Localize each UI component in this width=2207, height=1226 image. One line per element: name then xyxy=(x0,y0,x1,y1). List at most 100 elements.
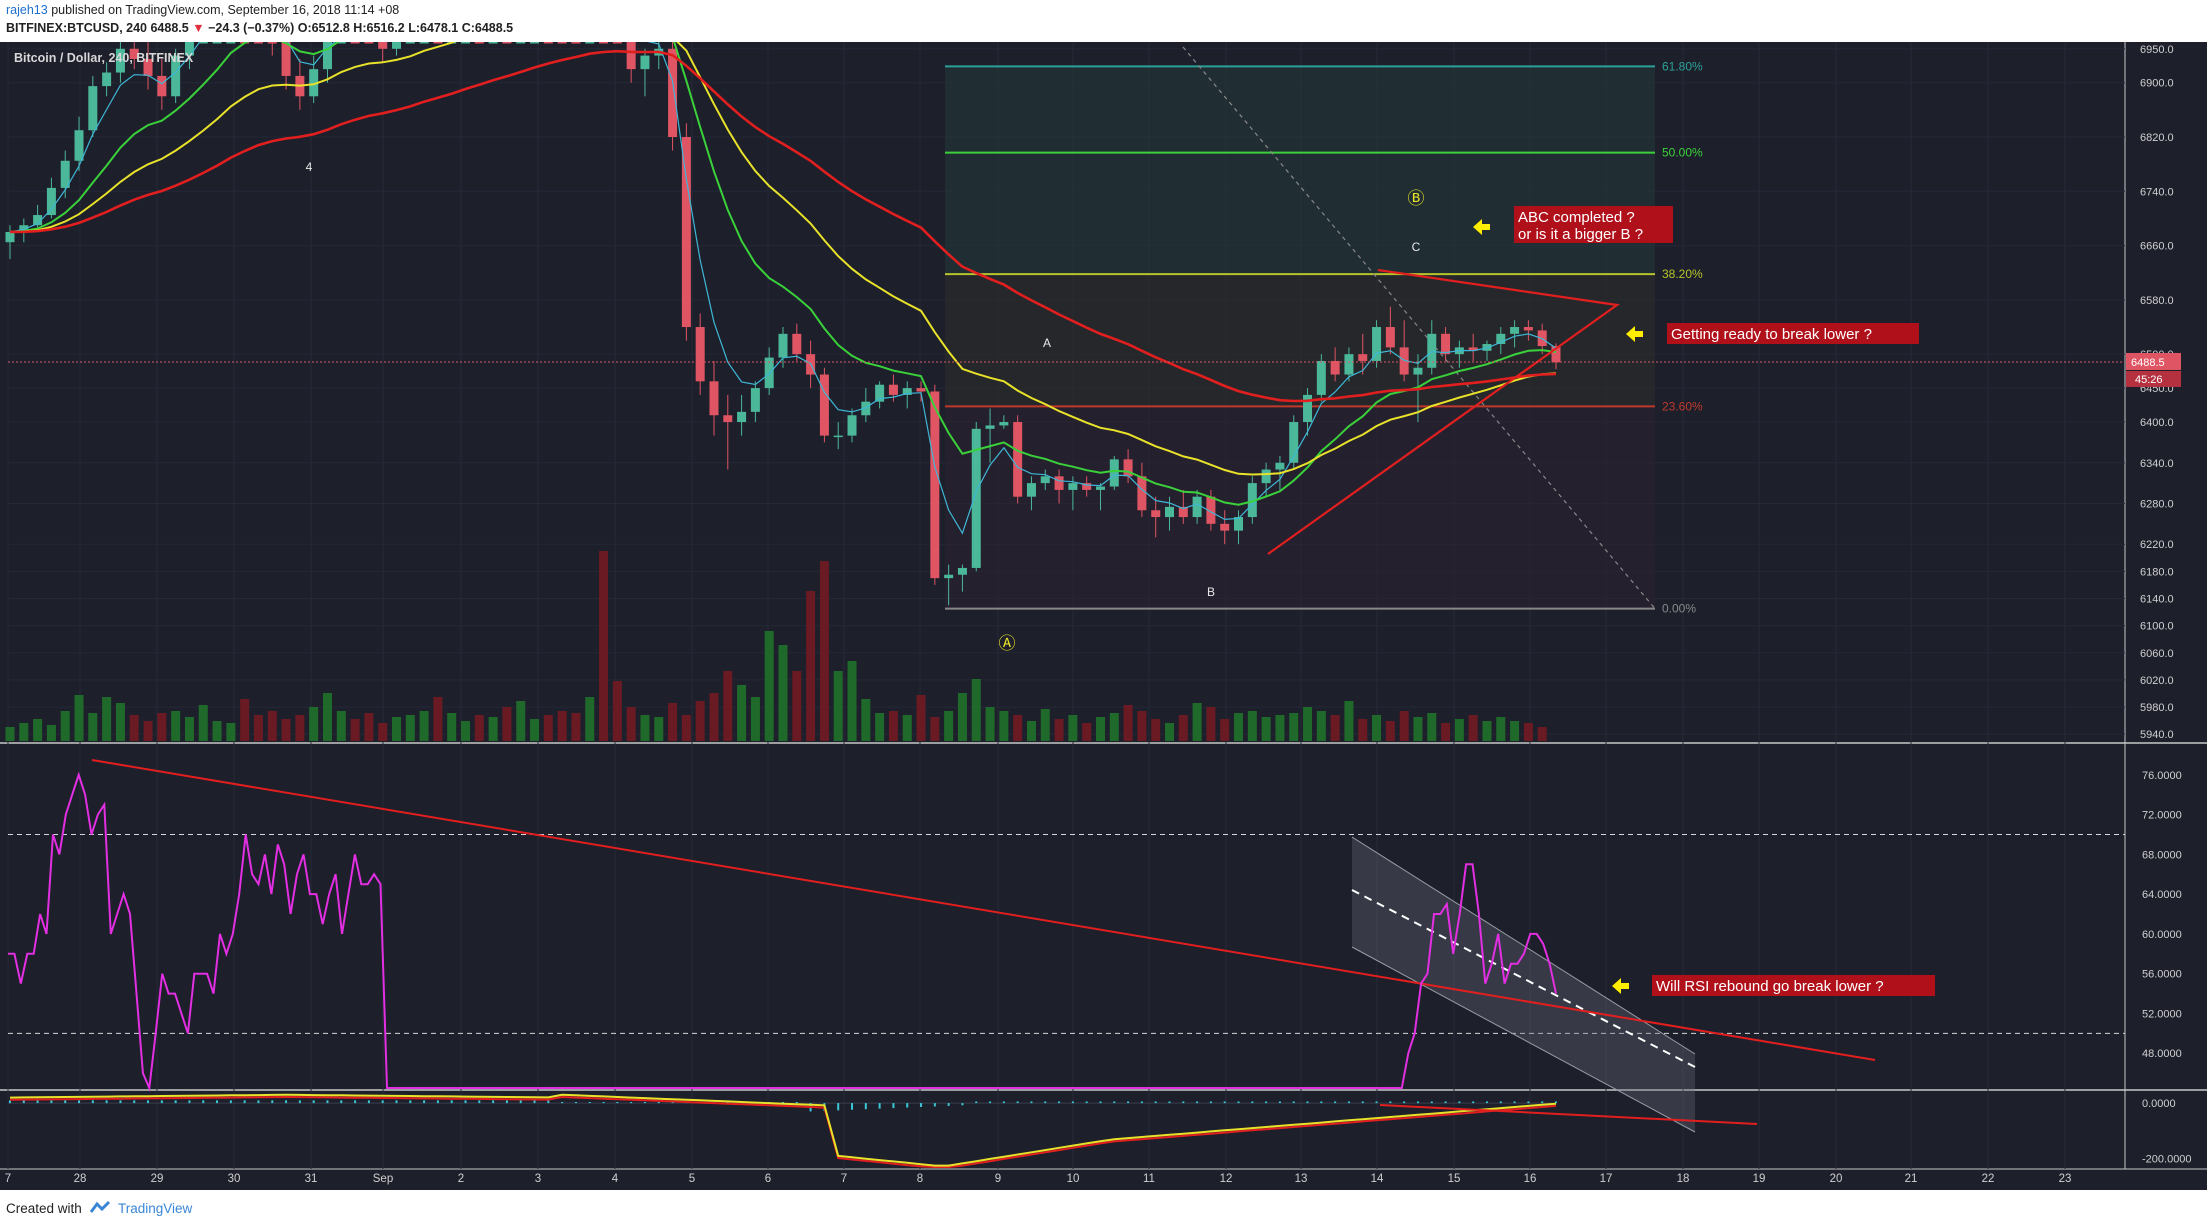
author-link[interactable]: rajeh13 xyxy=(6,3,48,17)
rsi-tick-label: 72.0000 xyxy=(2142,810,2182,822)
wave-circle-label: Ⓑ xyxy=(1408,189,1425,208)
time-tick-label: 15 xyxy=(1448,1173,1461,1185)
rsi-tick-label: 48.0000 xyxy=(2142,1048,2182,1060)
time-tick-label: 14 xyxy=(1371,1173,1384,1185)
volume-bar xyxy=(1496,717,1506,741)
volume-bar xyxy=(557,711,567,741)
volume-bar xyxy=(447,713,457,741)
yellow-arrow-icon xyxy=(1612,978,1629,994)
tradingview-brand-link[interactable]: TradingView xyxy=(118,1201,193,1216)
price-tick-label: 6400.0 xyxy=(2140,417,2174,429)
price-tick-label: 6220.0 xyxy=(2140,539,2174,551)
candle-body xyxy=(33,215,43,226)
volume-bar xyxy=(461,721,471,741)
price-tick-label: 5940.0 xyxy=(2140,729,2174,741)
volume-bar xyxy=(1178,715,1188,741)
candle-body xyxy=(1151,510,1161,518)
volume-bar xyxy=(157,713,167,741)
time-tick-label: 17 xyxy=(1600,1173,1613,1185)
yellow-arrow-icon xyxy=(1473,219,1490,235)
macd-panel xyxy=(8,1093,1758,1168)
candle-body xyxy=(833,435,843,438)
volume-bar xyxy=(1358,719,1368,741)
annotation-text: or is it a bigger B ? xyxy=(1518,226,1643,243)
volume-bar xyxy=(723,671,733,741)
volume-bar xyxy=(5,727,15,741)
candle-body xyxy=(1385,327,1395,348)
volume-bar xyxy=(695,701,705,741)
candle-body xyxy=(322,42,332,70)
volume-bar xyxy=(875,713,885,741)
time-tick-label: 19 xyxy=(1753,1173,1766,1185)
time-tick-label: 16 xyxy=(1524,1173,1537,1185)
volume-bar xyxy=(764,631,774,741)
fib-level-label: 50.00% xyxy=(1662,146,1703,160)
candle-body xyxy=(184,42,194,56)
publish-header: rajeh13 published on TradingView.com, Se… xyxy=(0,0,2207,42)
candle-body xyxy=(461,42,471,44)
candle-body xyxy=(1275,462,1285,470)
candle-body xyxy=(1192,496,1202,518)
price-tick-label: 6180.0 xyxy=(2140,566,2174,578)
candle-body xyxy=(433,42,443,44)
candle-body xyxy=(723,415,733,423)
volume-bar xyxy=(1385,721,1395,741)
time-tick-label: 21 xyxy=(1905,1173,1918,1185)
chart-title: Bitcoin / Dollar, 240, BITFINEX xyxy=(14,51,194,65)
volume-bar xyxy=(1468,715,1478,741)
ema-yellow-line xyxy=(9,42,1557,476)
candle-body xyxy=(488,42,498,44)
volume-bar xyxy=(1372,715,1382,741)
price-tick-label: 6950.0 xyxy=(2140,44,2174,56)
volume-bar xyxy=(378,723,388,741)
volume-bar xyxy=(1413,717,1423,741)
macd-tick-label: 0.0000 xyxy=(2142,1098,2176,1110)
price-tick-label: 6020.0 xyxy=(2140,675,2174,687)
volume-bar xyxy=(1289,713,1299,741)
price-tick-label: 6820.0 xyxy=(2140,132,2174,144)
publish-info: rajeh13 published on TradingView.com, Se… xyxy=(6,3,399,17)
fib-zone xyxy=(945,406,1655,609)
candle-body xyxy=(1441,333,1451,355)
time-tick-label: 28 xyxy=(74,1173,87,1185)
volume-bar xyxy=(1454,719,1464,741)
volume-bar xyxy=(115,703,125,741)
volume-bar xyxy=(322,693,332,741)
rsi-panel xyxy=(8,759,2125,1133)
candle-body xyxy=(875,384,885,402)
volume-bar xyxy=(143,721,153,741)
time-tick-label: 20 xyxy=(1830,1173,1843,1185)
countdown-label: 45:26 xyxy=(2135,374,2163,386)
wave-label: C xyxy=(1412,240,1421,254)
volume-bar xyxy=(1523,723,1533,741)
volume-bars xyxy=(5,551,1547,741)
symbol-info: BITFINEX:BTCUSD, 240 6488.5 ▼ −24.3 (−0.… xyxy=(6,21,513,35)
yellow-arrow-icon xyxy=(1626,326,1643,342)
volume-bar xyxy=(1123,705,1133,741)
candle-body xyxy=(957,567,967,575)
volume-bar xyxy=(1330,715,1340,741)
volume-bar xyxy=(1054,719,1064,741)
candle-body xyxy=(309,69,319,97)
candlestick-series xyxy=(5,42,1561,606)
volume-bar xyxy=(474,715,484,741)
candle-body xyxy=(516,42,526,44)
time-tick-label: 3 xyxy=(535,1173,541,1185)
price-tick-label: 6660.0 xyxy=(2140,241,2174,253)
candle-body xyxy=(1206,496,1216,524)
volume-bar xyxy=(419,711,429,741)
volume-bar xyxy=(599,551,609,741)
countdown-badge xyxy=(2126,370,2181,387)
candle-body xyxy=(1289,422,1299,463)
volume-bar xyxy=(226,723,236,741)
volume-bar xyxy=(571,713,581,741)
volume-bar xyxy=(102,697,112,741)
price-tick-label: 6060.0 xyxy=(2140,648,2174,660)
annotation-text: ABC completed ? xyxy=(1518,209,1635,226)
volume-bar xyxy=(819,561,829,741)
time-tick-label: 9 xyxy=(995,1173,1001,1185)
moving-averages xyxy=(9,42,1557,535)
ema-red-line xyxy=(9,49,1557,403)
candle-body xyxy=(1247,483,1257,518)
